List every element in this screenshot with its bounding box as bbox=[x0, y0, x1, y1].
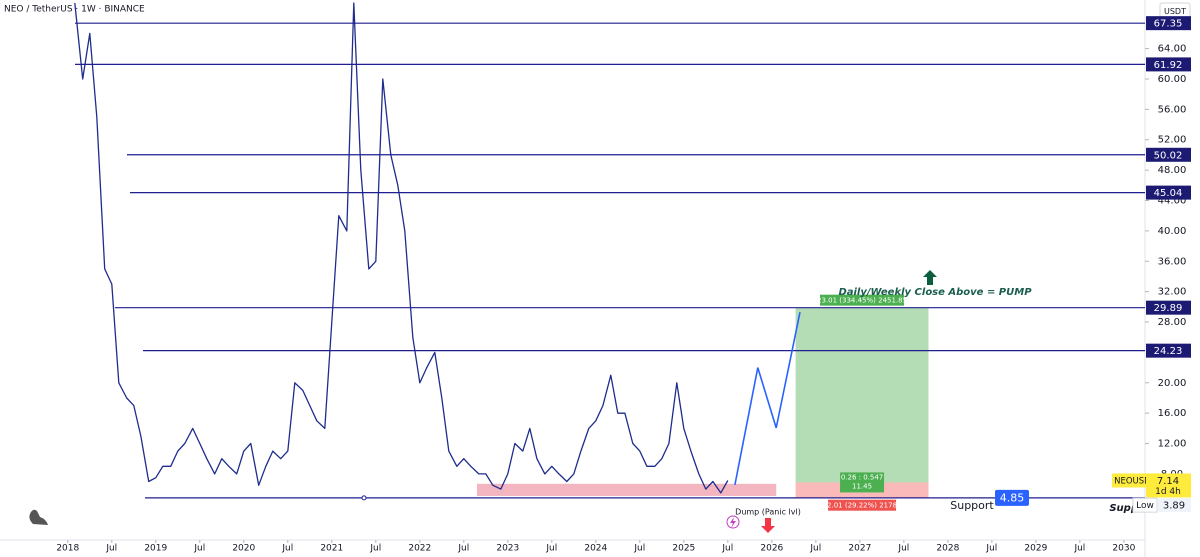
x-tick-label: Jul bbox=[1073, 544, 1085, 554]
projection-line bbox=[734, 312, 801, 486]
y-tick-label: 20.00 bbox=[1158, 378, 1187, 389]
x-tick-label: 2026 bbox=[760, 544, 783, 554]
pump-note: Daily/Weekly Close Above = PUMP bbox=[838, 287, 1032, 298]
x-tick-label: 2019 bbox=[144, 544, 167, 554]
currency: USDT bbox=[1164, 7, 1186, 16]
x-tick-label: Jul bbox=[809, 544, 821, 554]
dump-arrow bbox=[761, 518, 775, 533]
y-tick-label: 60.00 bbox=[1158, 74, 1187, 85]
y-tick-label: 56.00 bbox=[1158, 104, 1187, 115]
x-tick-label: Jul bbox=[897, 544, 909, 554]
x-tick-label: Jul bbox=[105, 544, 117, 554]
support-value-box bbox=[995, 489, 1029, 506]
x-tick-label: Jul bbox=[633, 544, 645, 554]
chart-title: NEO / TetherUS · 1W · BINANCE bbox=[4, 5, 145, 15]
x-tick-label: 2029 bbox=[1024, 544, 1047, 554]
y-tick-label: 52.00 bbox=[1158, 135, 1187, 146]
x-tick-label: 2027 bbox=[848, 544, 871, 554]
level-label-box bbox=[1146, 57, 1191, 72]
position-profit bbox=[795, 307, 929, 483]
support-zone bbox=[477, 483, 777, 496]
level-label: 29.89 bbox=[1154, 303, 1183, 314]
plot-area bbox=[74, 2, 777, 496]
ratio-sub: 11.45 bbox=[852, 482, 872, 490]
stop-label: 2.01 (29.22%) 2178 bbox=[827, 502, 897, 510]
level-label: 24.23 bbox=[1154, 346, 1183, 357]
target-label: 23.01 (334.45%) 2451.85 bbox=[817, 297, 907, 305]
level-label: 50.02 bbox=[1154, 150, 1183, 161]
low-value: 3.89 bbox=[1163, 501, 1185, 512]
x-tick-label: Jul bbox=[281, 544, 293, 554]
anchor bbox=[361, 495, 367, 501]
level-label-box bbox=[1146, 185, 1191, 200]
x-tick-label: Jul bbox=[545, 544, 557, 554]
pump-arrow bbox=[923, 270, 937, 285]
level-label: 45.04 bbox=[1154, 188, 1183, 199]
y-tick-label: 36.00 bbox=[1158, 256, 1187, 267]
support-label: Support bbox=[950, 499, 994, 512]
level-label: 67.35 bbox=[1154, 19, 1183, 30]
price-line bbox=[74, 2, 729, 494]
level-label-box bbox=[1146, 16, 1191, 31]
overlay: 23.01 (334.45%) 2451.85 0.26 : 0.54711.45… bbox=[75, 22, 1145, 533]
countdown: 1d 4h bbox=[1155, 487, 1181, 497]
y-tick-label: 40.00 bbox=[1158, 226, 1187, 237]
x-tick-label: 2023 bbox=[496, 544, 519, 554]
last-price: 7.14 bbox=[1157, 476, 1179, 487]
x-tick-label: Jul bbox=[721, 544, 733, 554]
dump-note: Dump (Panic lvl) bbox=[735, 508, 801, 517]
x-tick-label: 2021 bbox=[320, 544, 343, 554]
y-tick-label: 16.00 bbox=[1158, 408, 1187, 419]
y-tick-label: 44.00 bbox=[1158, 196, 1187, 207]
x-tick-label: Jul bbox=[369, 544, 381, 554]
ratio-label: 0.26 : 0.547 bbox=[841, 473, 883, 481]
stop-label-box bbox=[828, 499, 897, 511]
y-tick-label: 12.00 bbox=[1158, 439, 1187, 450]
low-tag: Low bbox=[1136, 501, 1154, 511]
level-label-box bbox=[1146, 147, 1191, 162]
level-label: 61.92 bbox=[1154, 60, 1183, 71]
last-price-box bbox=[1146, 473, 1191, 498]
x-tick-label: 2022 bbox=[408, 544, 431, 554]
x-tick-label: Jul bbox=[193, 544, 205, 554]
x-tick-label: 2020 bbox=[232, 544, 255, 554]
x-tick-label: Jul bbox=[985, 544, 997, 554]
level-label-box bbox=[1146, 300, 1191, 315]
ratio-label-box bbox=[840, 472, 885, 493]
x-tick-label: 2018 bbox=[56, 544, 79, 554]
support-value: 4.85 bbox=[1000, 491, 1025, 504]
logo bbox=[29, 509, 48, 525]
target-label-box bbox=[820, 294, 905, 306]
level-label-box bbox=[1146, 343, 1191, 358]
x-tick-label: 2030 bbox=[1112, 544, 1135, 554]
low-tag-box bbox=[1132, 497, 1158, 513]
symbol-label: NEOUSDT bbox=[1114, 476, 1157, 486]
y-tick-label: 28.00 bbox=[1158, 317, 1187, 328]
y-tick-label: 64.00 bbox=[1158, 44, 1187, 55]
x-tick-label: Jul bbox=[457, 544, 469, 554]
x-tick-label: 2024 bbox=[584, 544, 607, 554]
x-tick-label: 2025 bbox=[672, 544, 695, 554]
support-right-label: Supp bbox=[1109, 503, 1138, 514]
y-tick-label: 48.00 bbox=[1158, 165, 1187, 176]
low-value-box bbox=[1158, 498, 1191, 513]
event-bolt bbox=[730, 517, 736, 528]
x-tick-label: 2028 bbox=[936, 544, 959, 554]
y-tick-label: 32.00 bbox=[1158, 287, 1187, 298]
